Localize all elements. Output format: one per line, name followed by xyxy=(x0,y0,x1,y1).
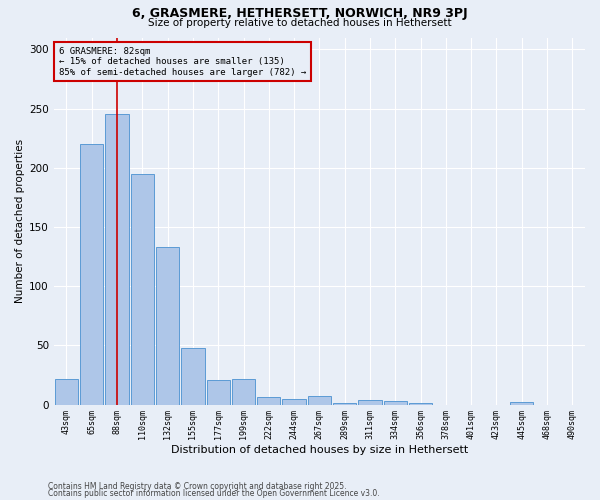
Bar xyxy=(55,378,78,404)
Bar xyxy=(257,398,280,404)
Bar xyxy=(308,396,331,404)
Bar xyxy=(206,380,230,404)
Text: Contains public sector information licensed under the Open Government Licence v3: Contains public sector information licen… xyxy=(48,489,380,498)
Bar xyxy=(358,400,382,404)
Bar xyxy=(106,114,128,405)
Bar xyxy=(131,174,154,404)
Text: 6 GRASMERE: 82sqm
← 15% of detached houses are smaller (135)
85% of semi-detache: 6 GRASMERE: 82sqm ← 15% of detached hous… xyxy=(59,47,306,77)
Bar xyxy=(80,144,103,405)
Bar xyxy=(156,247,179,404)
Bar xyxy=(283,398,306,404)
Bar xyxy=(510,402,533,404)
Y-axis label: Number of detached properties: Number of detached properties xyxy=(15,139,25,303)
Text: 6, GRASMERE, HETHERSETT, NORWICH, NR9 3PJ: 6, GRASMERE, HETHERSETT, NORWICH, NR9 3P… xyxy=(132,8,468,20)
X-axis label: Distribution of detached houses by size in Hethersett: Distribution of detached houses by size … xyxy=(171,445,468,455)
Text: Contains HM Land Registry data © Crown copyright and database right 2025.: Contains HM Land Registry data © Crown c… xyxy=(48,482,347,491)
Bar xyxy=(232,378,255,404)
Bar xyxy=(383,401,407,404)
Text: Size of property relative to detached houses in Hethersett: Size of property relative to detached ho… xyxy=(148,18,452,28)
Bar xyxy=(181,348,205,405)
